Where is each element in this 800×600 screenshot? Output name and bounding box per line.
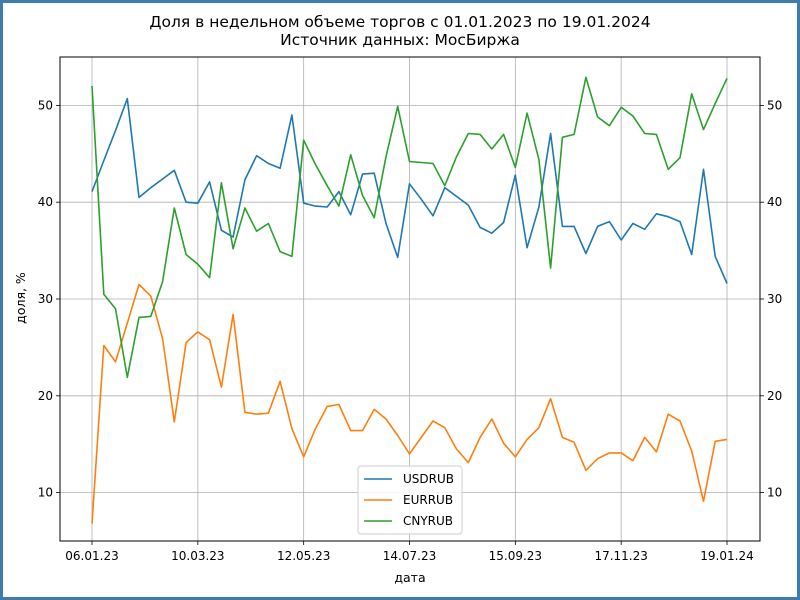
y-tick-label-right: 20 (767, 389, 782, 403)
legend-label-cnyrub: CNYRUB (403, 514, 453, 528)
x-tick-label: 14.07.23 (383, 549, 436, 563)
y-tick-label-right: 50 (767, 98, 782, 112)
series-line-eurrub (91, 283, 728, 524)
y-tick-label-left: 20 (38, 389, 53, 403)
y-tick-label-left: 10 (38, 486, 53, 500)
legend-label-eurrub: EURRUB (403, 493, 453, 507)
legend-box (357, 465, 463, 535)
series-line-usdrub (91, 97, 728, 284)
series-layer (91, 76, 728, 524)
chart-subtitle: Источник данных: МосБиржа (280, 31, 520, 49)
y-tick-label-left: 40 (38, 195, 53, 209)
x-tick-label: 10.03.23 (171, 549, 224, 563)
y-tick-label-right: 10 (767, 486, 782, 500)
x-tick-label: 12.05.23 (277, 549, 330, 563)
x-tick-label: 06.01.23 (65, 549, 118, 563)
y-tick-label-right: 40 (767, 195, 782, 209)
grid-lines (60, 57, 760, 541)
axis-ticks: 06.01.23 10.03.23 12.05.23 14.07.23 15.09.23… (38, 98, 783, 563)
y-tick-label-right: 30 (767, 292, 782, 306)
y-tick-label-left: 50 (38, 98, 53, 112)
legend-label-usdrub: USDRUB (403, 472, 454, 486)
y-axis-label: доля, % (13, 272, 28, 324)
chart-title: Доля в недельном объеме торгов с 01.01.2… (149, 13, 651, 31)
legend: USDRUB EURRUB CNYRUB (357, 465, 463, 535)
x-tick-label: 15.09.23 (489, 549, 542, 563)
y-tick-label-left: 30 (38, 292, 53, 306)
x-axis-label: дата (394, 570, 425, 585)
series-line-cnyrub (91, 76, 728, 379)
x-tick-label: 19.01.24 (700, 549, 753, 563)
x-tick-label: 17.11.23 (594, 549, 647, 563)
